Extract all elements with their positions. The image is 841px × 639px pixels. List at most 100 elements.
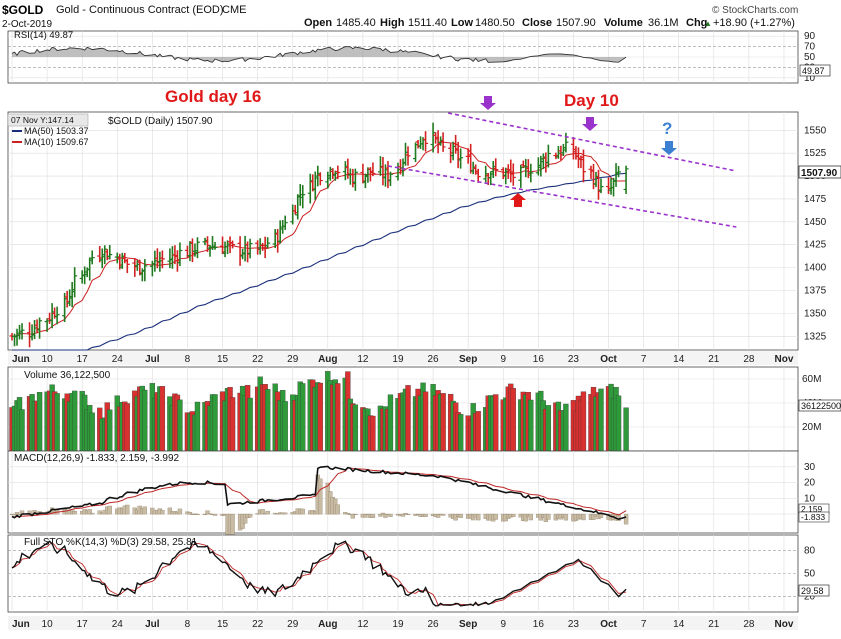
sto-value-box	[798, 584, 830, 597]
price-bar	[335, 165, 341, 180]
price-bar	[458, 148, 464, 169]
volume-bar	[440, 393, 446, 452]
x-tick-label: 21	[708, 354, 720, 365]
price-bar	[598, 178, 604, 194]
volume-bar	[36, 392, 43, 452]
chg-up-arrow-icon: ▲	[704, 19, 712, 28]
sto-d-line	[11, 542, 627, 606]
volume-bar	[510, 388, 516, 452]
x-tick-label: 17	[77, 354, 89, 365]
instrument-name: Gold - Continuous Contract (EOD)	[56, 4, 224, 16]
volume-bar	[142, 389, 148, 452]
volume-bar	[19, 409, 25, 452]
macd-tick-label: 30	[804, 462, 816, 473]
x-tick-label: 14	[673, 354, 685, 365]
volume-bar	[194, 401, 201, 452]
price-bar	[580, 149, 586, 183]
price-bar	[475, 168, 481, 183]
volume-bar	[528, 399, 534, 452]
volume-bar	[352, 404, 359, 452]
price-bar	[194, 237, 200, 259]
macd-hist-bar	[160, 509, 165, 515]
macd-hist-bar	[260, 509, 265, 515]
x-tick-label: 9	[500, 619, 506, 630]
question-annotation: ?	[662, 119, 672, 138]
red-up-arrow-icon	[510, 193, 526, 207]
volume-label: Volume	[604, 17, 643, 29]
x-tick-label: 22	[252, 619, 264, 630]
macd-value-box-2	[798, 511, 830, 523]
volume-bar	[107, 409, 113, 452]
x-tick-label: 8	[185, 354, 191, 365]
price-bar	[230, 240, 236, 249]
annotation-arrows	[480, 96, 677, 207]
volume-panel: 60M40M20M	[7, 366, 821, 452]
tooltip-text: 07 Nov Y:147.14	[11, 115, 74, 125]
macd-hist-bar	[142, 506, 147, 515]
price-bar	[89, 250, 95, 265]
volume-bar	[300, 383, 306, 452]
open-label: Open	[304, 17, 332, 29]
macd-hist-bar	[283, 512, 288, 515]
sto-panel: 80 50 20	[7, 534, 816, 613]
price-bar	[510, 163, 516, 186]
ma10-legend: MA(10) 1509.67	[24, 137, 89, 147]
macd-tick-label: 20	[804, 478, 816, 489]
macd-hist-bar	[335, 504, 340, 515]
rsi-tick-label: 50	[804, 52, 816, 63]
volume-value-box	[798, 399, 841, 412]
macd-hist-bar	[230, 513, 235, 536]
macd-hist-bar	[598, 513, 604, 518]
x-tick-label: 15	[217, 354, 229, 365]
x-tick-label: 22	[252, 354, 264, 365]
price-bar	[37, 317, 43, 339]
open-value: 1485.40	[336, 17, 376, 29]
volume-title: Volume 36,122,500	[24, 370, 111, 381]
exchange-label: CME	[222, 4, 246, 16]
macd-line	[11, 465, 627, 521]
x-axis-band-top	[8, 351, 798, 365]
volume-bar	[457, 414, 464, 452]
ma10-line	[11, 141, 627, 337]
macd-hist-bar	[107, 505, 112, 515]
symbol-title: $GOLD	[2, 3, 44, 17]
price-bar	[370, 162, 376, 177]
price-tick-label: 1325	[804, 331, 827, 342]
price-tick-label: 1425	[804, 240, 827, 251]
price-bar	[623, 165, 629, 194]
x-tick-label: 28	[743, 354, 755, 365]
price-bar	[282, 215, 288, 230]
macd-hist-bar	[87, 509, 92, 515]
macd-hist-bar	[187, 512, 193, 515]
low-label: Low	[451, 17, 473, 29]
macd-hist-bar	[563, 513, 569, 521]
macd-hist-bar	[435, 513, 441, 518]
x-tick-label: 9	[500, 354, 506, 365]
volume-bar	[159, 386, 166, 452]
sto-value-text: 29.58	[801, 586, 824, 596]
macd-hist-bar	[546, 513, 551, 520]
price-bar	[387, 171, 393, 187]
price-value-box	[798, 165, 841, 179]
rsi-value-text: 49.87	[802, 66, 825, 76]
price-bar	[265, 237, 271, 249]
volume-bar	[124, 403, 130, 452]
volume-bar	[580, 391, 587, 452]
price-tick-label: 1400	[804, 263, 827, 274]
ma50-line	[12, 172, 627, 351]
price-bar	[159, 250, 165, 269]
macd-hist-bar	[458, 513, 463, 518]
macd-hist-bar	[591, 513, 596, 520]
x-tick-label: 26	[428, 619, 440, 630]
macd-hist-bar	[177, 508, 183, 515]
price-bar	[352, 168, 358, 191]
price-bar	[19, 323, 25, 340]
lower-trendline	[387, 165, 737, 228]
x-tick-label: Jul	[145, 619, 160, 630]
price-value-text: 1507.90	[801, 168, 838, 179]
ma50-legend: MA(50) 1503.37	[24, 126, 89, 136]
volume-bar	[89, 412, 95, 452]
x-tick-label: Aug	[318, 354, 337, 365]
high-label: High	[380, 17, 405, 29]
